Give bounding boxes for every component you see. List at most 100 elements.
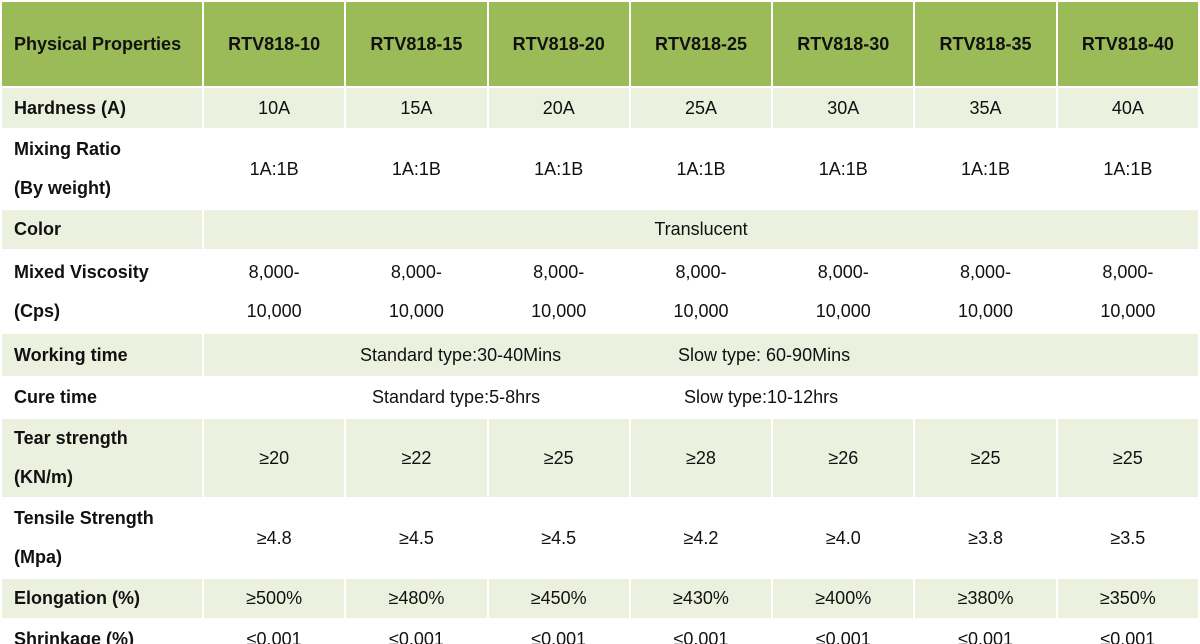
table-row: Mixing Ratio (By weight) 1A:1B 1A:1B 1A:1B 1A… [0, 128, 1200, 210]
value-line: 1A:1B [391, 158, 441, 179]
header-cell: RTV818-40 [1055, 0, 1200, 88]
value-line: 10,000 [958, 300, 1014, 321]
value-line: 35A [969, 97, 1002, 118]
value-line: 10,000 [815, 300, 871, 321]
value-line: 8,000- [533, 261, 585, 282]
label-line: Tear strength [14, 428, 128, 448]
value-line: ≥350% [1099, 588, 1156, 608]
span-cell: Standard type:5-8hrs Slow type:10-12hrs [202, 376, 1200, 419]
row-label: Elongation (%) [0, 577, 204, 620]
header-cell: RTV818-20 [486, 0, 631, 88]
row-label: Tear strength (KN/m) [0, 417, 204, 499]
table-row: Hardness (A) 10A 15A 20A 25A 30A 35A 40A [0, 86, 1200, 130]
span-box: Standard type:30-40Mins Slow type: 60-90M… [204, 334, 1198, 376]
value-line: ≥3.5 [1110, 527, 1146, 548]
row-label: Shrinkage (%) [0, 618, 204, 644]
value-line: ≥380% [957, 588, 1014, 608]
span-text: Translucent [654, 219, 748, 239]
value-cell: 20A [486, 86, 631, 130]
label-line: (Mpa) [14, 547, 62, 567]
table-row: Tensile Strength (Mpa) ≥4.8 ≥4.5 ≥4.5 ≥4.2 ≥4.… [0, 497, 1200, 579]
value-line: 20A [542, 97, 575, 118]
value-cell: 1A:1B [771, 128, 916, 210]
label-line: (Cps) [14, 300, 60, 321]
value-line: ≥480% [388, 588, 445, 608]
value-cell: ≥500% [201, 577, 347, 620]
value-line: ≤0.001 [815, 629, 871, 644]
value-cell: 25A [628, 86, 774, 130]
row-label: Cure time [0, 376, 204, 419]
value-line: 10A [258, 97, 291, 118]
value-line: ≤0.001 [388, 629, 444, 644]
label-line: Tensile Strength [14, 508, 154, 528]
value-line: 1A:1B [534, 158, 584, 179]
value-line: 10,000 [531, 300, 587, 321]
value-cell: ≤0.001 [486, 618, 631, 644]
value-cell: ≤0.001 [344, 618, 489, 644]
value-line: ≥4.0 [825, 527, 861, 548]
value-line: ≤0.001 [958, 629, 1014, 644]
value-cell: ≥4.5 [486, 497, 631, 579]
row-label: Color [0, 208, 204, 251]
value-line: ≥400% [815, 588, 872, 608]
label-line: Shrinkage (%) [14, 629, 135, 644]
value-cell: ≥4.8 [201, 497, 347, 579]
value-line: ≤0.001 [531, 629, 587, 644]
label-line: Color [14, 219, 61, 239]
table-row: Color Translucent [0, 208, 1200, 251]
value-line: 25A [684, 97, 717, 118]
row-label: Mixed Viscosity (Cps) [0, 249, 204, 334]
label-line: Hardness (A) [14, 97, 127, 118]
value-cell: ≤0.001 [628, 618, 774, 644]
value-line: ≥25 [970, 447, 1001, 468]
value-cell: ≥3.5 [1055, 497, 1200, 579]
value-line: 10,000 [388, 300, 444, 321]
value-cell: 1A:1B [628, 128, 774, 210]
row-label: Mixing Ratio (By weight) [0, 128, 204, 210]
value-cell: ≤0.001 [771, 618, 916, 644]
value-line: ≥450% [530, 588, 587, 608]
value-cell: ≥22 [344, 417, 489, 499]
value-line: ≥22 [401, 447, 432, 468]
value-cell: 1A:1B [344, 128, 489, 210]
value-line: 10,000 [1100, 300, 1156, 321]
value-cell: 8,000- 10,000 [344, 249, 489, 334]
value-line: 1A:1B [961, 158, 1011, 179]
value-line: 1A:1B [818, 158, 868, 179]
value-cell: 8,000- 10,000 [1055, 249, 1200, 334]
value-line: 8,000- [390, 261, 442, 282]
value-line: ≥20 [259, 447, 290, 468]
label-line: (By weight) [14, 178, 111, 198]
label-line: Mixing Ratio [14, 139, 121, 159]
value-line: 8,000- [248, 261, 300, 282]
value-cell: ≥480% [344, 577, 489, 620]
value-line: ≤0.001 [673, 629, 729, 644]
value-line: ≥28 [686, 447, 716, 468]
header-row: Physical Properties RTV818-10 RTV818-15 RTV… [0, 0, 1200, 88]
span-cell: Standard type:30-40Mins Slow type: 60-90M… [202, 332, 1200, 378]
value-cell: 8,000- 10,000 [771, 249, 916, 334]
label-line: Working time [14, 344, 128, 365]
table-row: Elongation (%) ≥500% ≥480% ≥450% ≥430% ≥400% ≥… [0, 577, 1200, 620]
value-line: 1A:1B [249, 158, 299, 179]
value-cell: ≥25 [1055, 417, 1200, 499]
value-line: ≥430% [673, 588, 729, 608]
header-cell: RTV818-10 [201, 0, 347, 88]
table-row: Cure time Standard type:5-8hrs Slow type:1… [0, 376, 1200, 419]
table-row: Tear strength (KN/m) ≥20 ≥22 ≥25 ≥28 ≥26 ≥25 ≥25 [0, 417, 1200, 499]
span-text: Standard type:5-8hrs [372, 387, 541, 407]
value-line: ≤0.001 [246, 629, 302, 644]
value-cell: ≥450% [486, 577, 631, 620]
span-cell: Translucent [202, 208, 1200, 251]
value-cell: 8,000- 10,000 [486, 249, 631, 334]
value-cell: 35A [913, 86, 1058, 130]
value-line: 15A [400, 97, 433, 118]
header-cell: Physical Properties [0, 0, 204, 88]
value-line: 1A:1B [676, 158, 726, 179]
row-label: Hardness (A) [0, 86, 204, 130]
value-cell: 15A [344, 86, 489, 130]
span-text: Standard type:30-40Mins [360, 345, 562, 365]
value-cell: ≤0.001 [1055, 618, 1200, 644]
value-cell: ≥4.2 [628, 497, 774, 579]
